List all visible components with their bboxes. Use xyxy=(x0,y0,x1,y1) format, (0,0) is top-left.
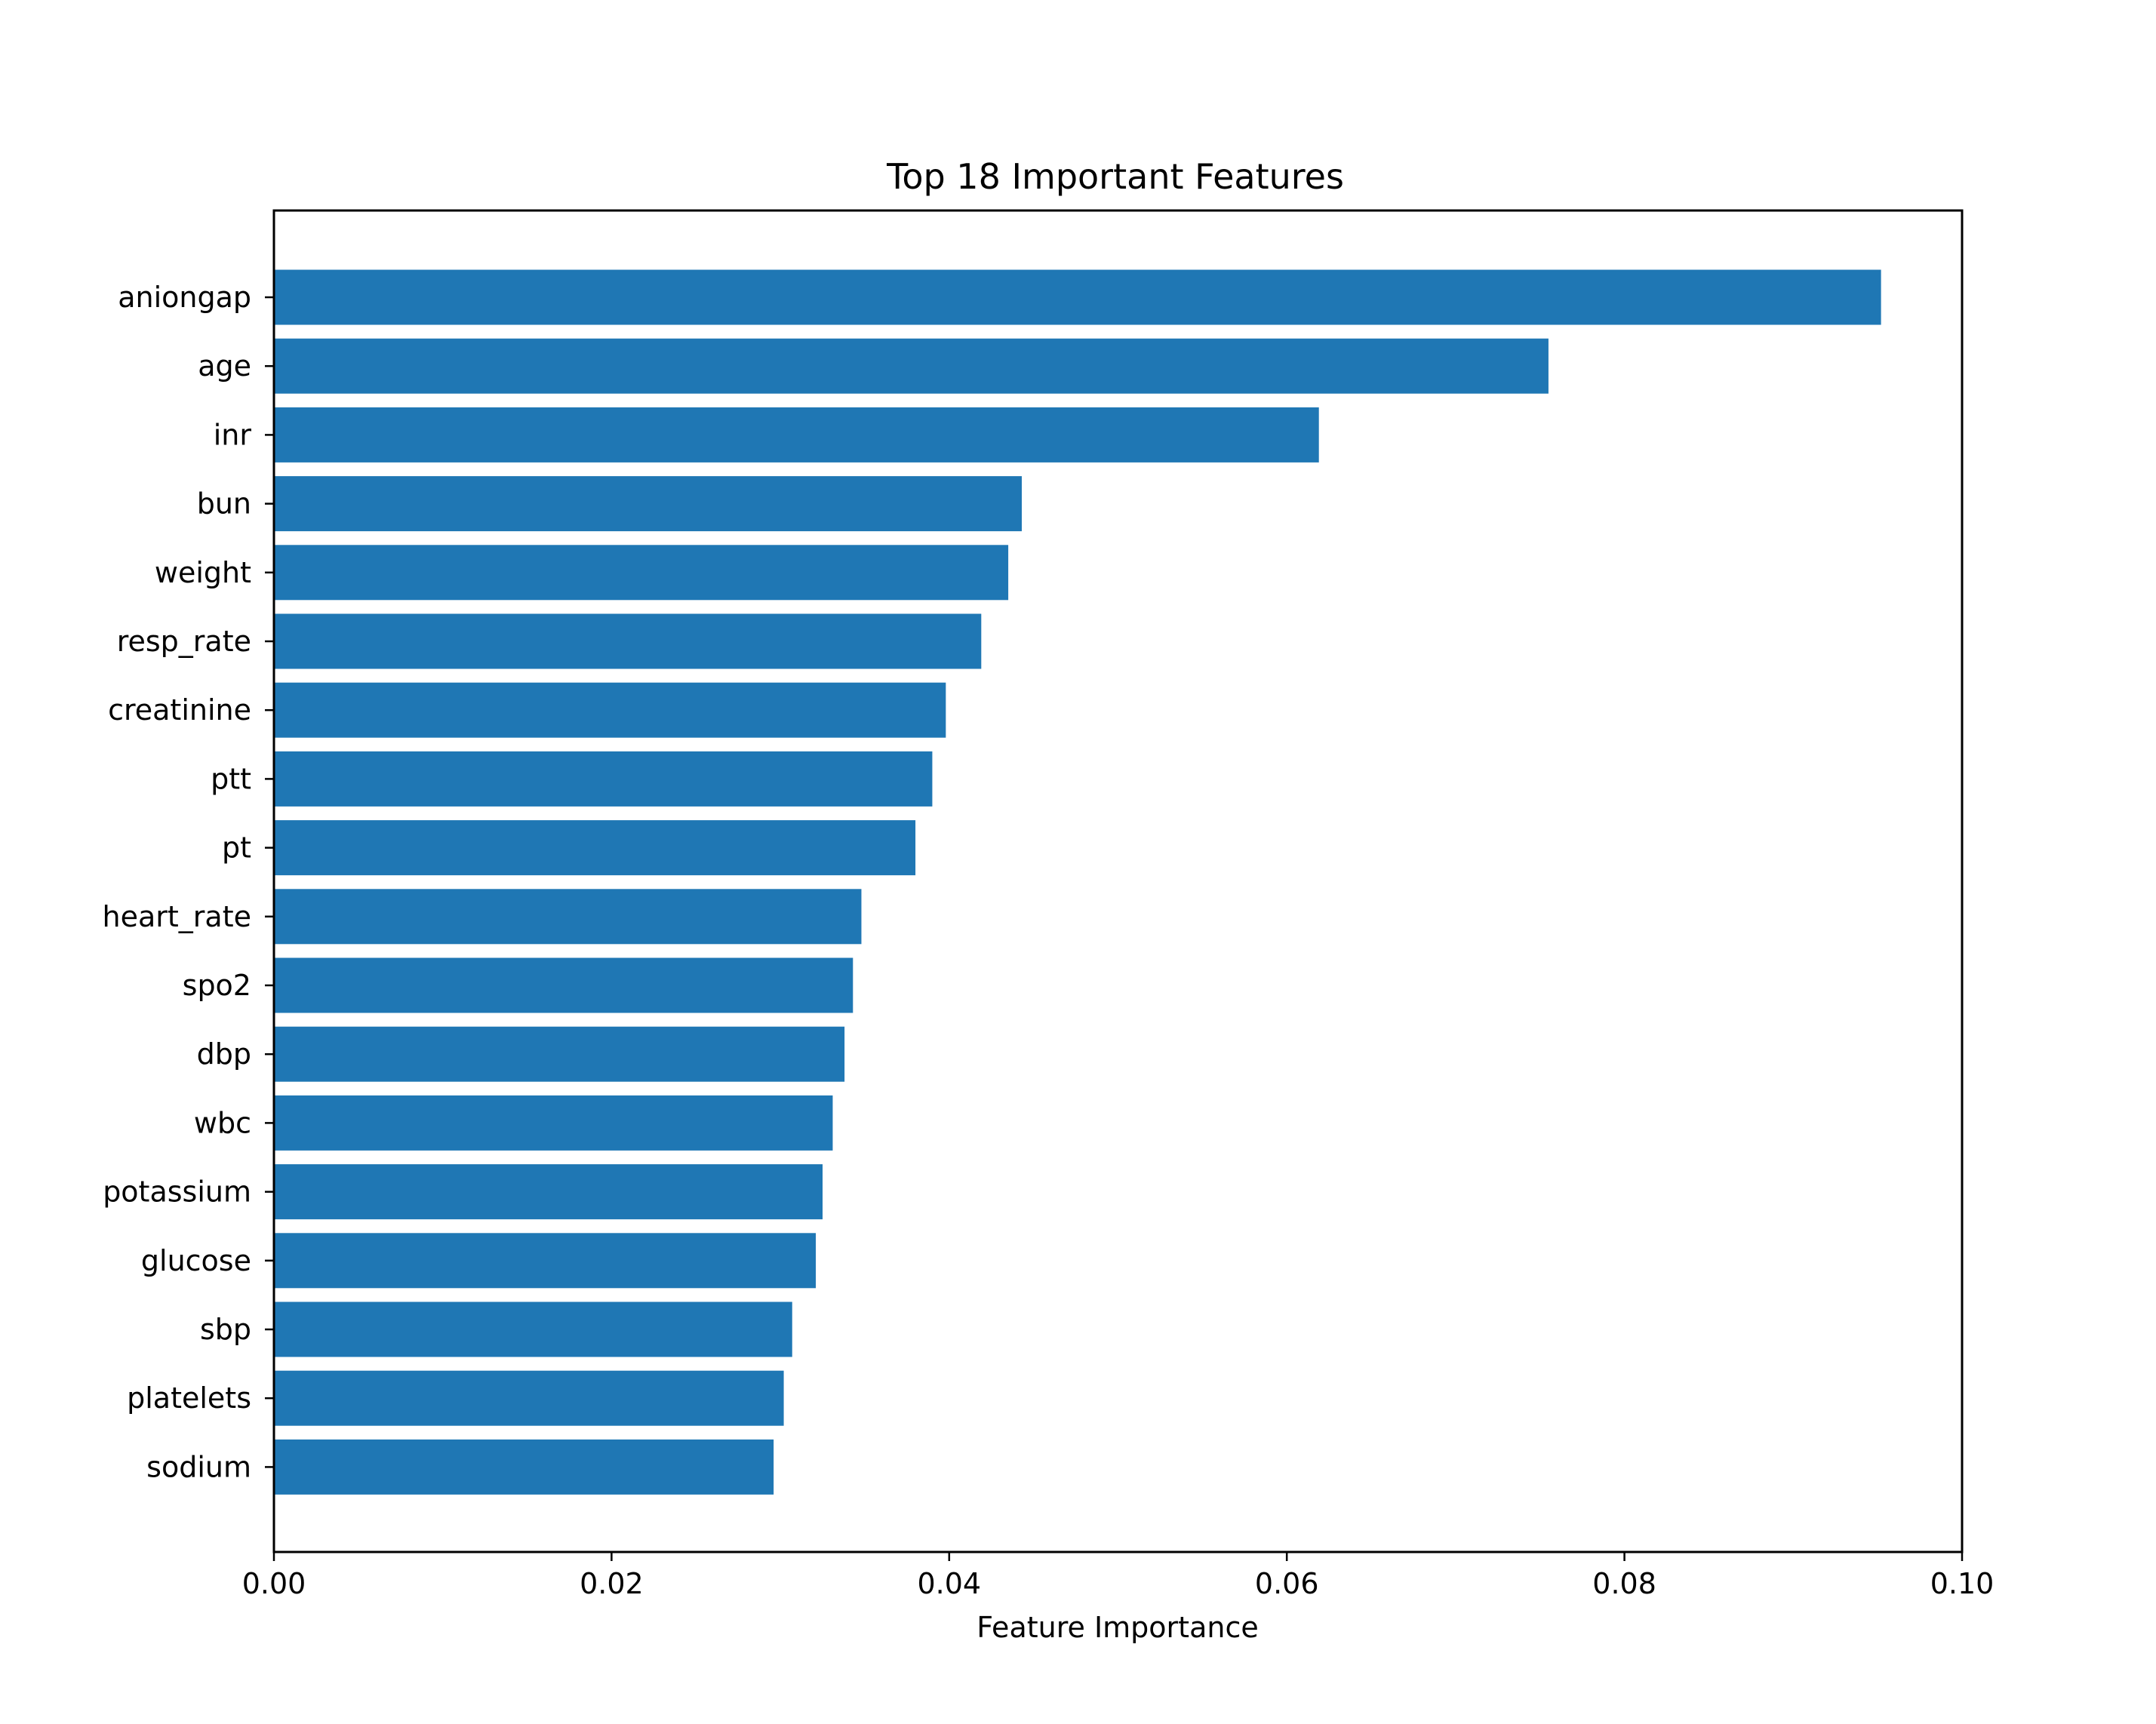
x-tick-label: 0.04 xyxy=(917,1567,981,1600)
x-tick-label: 0.10 xyxy=(1930,1567,1995,1600)
plot-frame xyxy=(272,209,1964,1553)
y-tick-label: inr xyxy=(214,418,252,451)
bar-potassium xyxy=(274,1164,823,1220)
bar-ptt xyxy=(274,751,933,807)
bar-heart_rate xyxy=(274,889,862,945)
y-tick-label: bun xyxy=(197,487,251,521)
x-tick-label: 0.02 xyxy=(580,1567,644,1600)
bar-inr xyxy=(274,407,1319,462)
y-axis: aniongap age inr bun weight resp_rate creatini… xyxy=(103,281,274,1483)
bar-age xyxy=(274,338,1549,394)
x-tick-label: 0.06 xyxy=(1255,1567,1319,1600)
bar-platelets xyxy=(274,1370,784,1426)
bar-wbc xyxy=(274,1095,833,1151)
y-tick-label: sbp xyxy=(200,1313,251,1346)
y-tick-label: weight xyxy=(155,556,251,589)
y-tick-label: aniongap xyxy=(118,281,251,314)
bar-creatinine xyxy=(274,682,946,738)
y-tick-label: wbc xyxy=(194,1106,251,1139)
y-tick-label: pt xyxy=(222,831,251,865)
bar-spo2 xyxy=(274,957,853,1013)
y-tick-label: age xyxy=(198,349,251,383)
x-tick-label: 0.08 xyxy=(1592,1567,1656,1600)
bar-sbp xyxy=(274,1301,792,1357)
y-tick-label: dbp xyxy=(197,1037,251,1071)
bar-sodium xyxy=(274,1439,774,1495)
y-tick-label: glucose xyxy=(141,1244,251,1277)
bar-pt xyxy=(274,820,916,876)
bar-bun xyxy=(274,476,1022,532)
bars-layer xyxy=(274,269,1881,1495)
bar-dbp xyxy=(274,1026,845,1082)
y-tick-label: creatinine xyxy=(108,693,251,727)
x-tick-label: 0.00 xyxy=(242,1567,306,1600)
y-tick-label: sodium xyxy=(146,1450,251,1483)
chart-title: Top 18 Important Features xyxy=(886,156,1344,197)
bar-resp_rate xyxy=(274,613,982,669)
y-tick-label: spo2 xyxy=(183,969,251,1002)
bar-weight xyxy=(274,545,1009,601)
x-axis-label: Feature Importance xyxy=(977,1611,1258,1644)
y-tick-label: resp_rate xyxy=(117,625,251,658)
bar-glucose xyxy=(274,1233,817,1289)
x-axis: 0.00 0.02 0.04 0.06 0.08 0.10 xyxy=(242,1552,1995,1600)
y-tick-label: potassium xyxy=(103,1175,251,1209)
bar-aniongap xyxy=(274,269,1881,325)
y-tick-label: platelets xyxy=(127,1381,251,1415)
y-tick-label: ptt xyxy=(211,762,251,795)
y-tick-label: heart_rate xyxy=(103,900,251,933)
